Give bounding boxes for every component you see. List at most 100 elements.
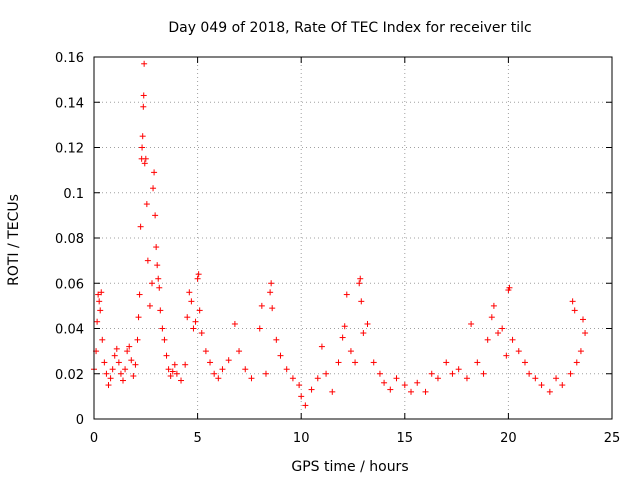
- data-point: [573, 359, 580, 366]
- data-point: [449, 370, 456, 377]
- data-point: [157, 307, 164, 314]
- data-point: [153, 244, 160, 251]
- data-point: [579, 316, 586, 323]
- data-point: [163, 352, 170, 359]
- data-point: [130, 373, 137, 380]
- data-point: [150, 185, 157, 192]
- data-point: [154, 262, 161, 269]
- data-point: [101, 359, 108, 366]
- data-point: [94, 318, 101, 325]
- data-point: [219, 366, 226, 373]
- data-point: [443, 359, 450, 366]
- y-axis-title: ROTI / TECUs: [6, 194, 22, 286]
- data-point: [115, 359, 122, 366]
- data-point: [184, 314, 191, 321]
- data-points: [91, 60, 589, 409]
- data-point: [495, 330, 502, 337]
- data-point: [360, 330, 367, 337]
- data-point: [161, 336, 168, 343]
- data-point: [142, 155, 149, 162]
- data-point: [567, 370, 574, 377]
- data-point: [381, 379, 388, 386]
- data-point: [546, 388, 553, 395]
- data-point: [144, 257, 151, 264]
- data-point: [97, 307, 104, 314]
- data-point: [323, 370, 330, 377]
- data-point: [120, 377, 127, 384]
- data-point: [582, 330, 589, 337]
- data-point: [408, 388, 415, 395]
- data-point: [215, 375, 222, 382]
- y-tick-label: 0.16: [55, 51, 84, 66]
- data-point: [156, 284, 163, 291]
- data-point: [117, 370, 124, 377]
- data-point: [262, 370, 269, 377]
- x-tick-label: 0: [90, 431, 98, 446]
- data-point: [296, 382, 303, 389]
- data-point: [347, 348, 354, 355]
- data-point: [283, 366, 290, 373]
- data-point: [273, 336, 280, 343]
- data-point: [357, 275, 364, 282]
- data-point: [314, 375, 321, 382]
- data-point: [463, 375, 470, 382]
- data-point: [99, 336, 106, 343]
- x-tick-label: 15: [397, 431, 414, 446]
- data-point: [503, 352, 510, 359]
- data-point: [128, 357, 135, 364]
- data-point: [173, 370, 180, 377]
- data-point: [268, 280, 275, 287]
- data-point: [376, 370, 383, 377]
- data-point: [231, 320, 238, 327]
- y-tick-label: 0: [76, 413, 84, 428]
- data-point: [538, 382, 545, 389]
- y-tick-label: 0.14: [55, 96, 84, 111]
- data-point: [124, 348, 131, 355]
- data-point: [499, 325, 506, 332]
- data-point: [242, 366, 249, 373]
- data-point: [190, 325, 197, 332]
- data-point: [140, 92, 147, 99]
- data-point: [96, 298, 103, 305]
- chart-title: Day 049 of 2018, Rate Of TEC Index for r…: [168, 20, 531, 36]
- data-point: [393, 375, 400, 382]
- data-point: [103, 370, 110, 377]
- data-point: [422, 388, 429, 395]
- y-tick-label: 0.12: [55, 142, 84, 157]
- data-point: [140, 103, 147, 110]
- data-point: [474, 359, 481, 366]
- data-point: [256, 325, 263, 332]
- data-point: [182, 361, 189, 368]
- data-point: [122, 366, 129, 373]
- data-point: [143, 201, 150, 208]
- data-point: [135, 314, 142, 321]
- data-point: [341, 323, 348, 330]
- data-point: [484, 336, 491, 343]
- data-point: [195, 271, 202, 278]
- data-point: [488, 314, 495, 321]
- data-point: [236, 348, 243, 355]
- data-point: [225, 357, 232, 364]
- x-tick-label: 5: [193, 431, 201, 446]
- data-point: [414, 379, 421, 386]
- axis-ticks: 0 0.02 0.04 0.06 0.08 0.1 0.12 0.14 0.16 0 5 10 15 20…: [55, 51, 620, 446]
- data-point: [113, 345, 120, 352]
- data-point: [194, 275, 201, 282]
- data-point: [107, 375, 114, 382]
- data-point: [198, 330, 205, 337]
- data-point: [577, 348, 584, 355]
- data-point: [308, 386, 315, 393]
- data-point: [155, 275, 162, 282]
- grid: [94, 57, 612, 419]
- data-point: [553, 375, 560, 382]
- data-point: [258, 302, 265, 309]
- data-point: [109, 366, 116, 373]
- data-point: [559, 382, 566, 389]
- data-point: [352, 359, 359, 366]
- y-tick-label: 0.02: [55, 368, 84, 383]
- data-point: [151, 169, 158, 176]
- data-point: [298, 393, 305, 400]
- data-point: [167, 373, 174, 380]
- data-point: [146, 302, 153, 309]
